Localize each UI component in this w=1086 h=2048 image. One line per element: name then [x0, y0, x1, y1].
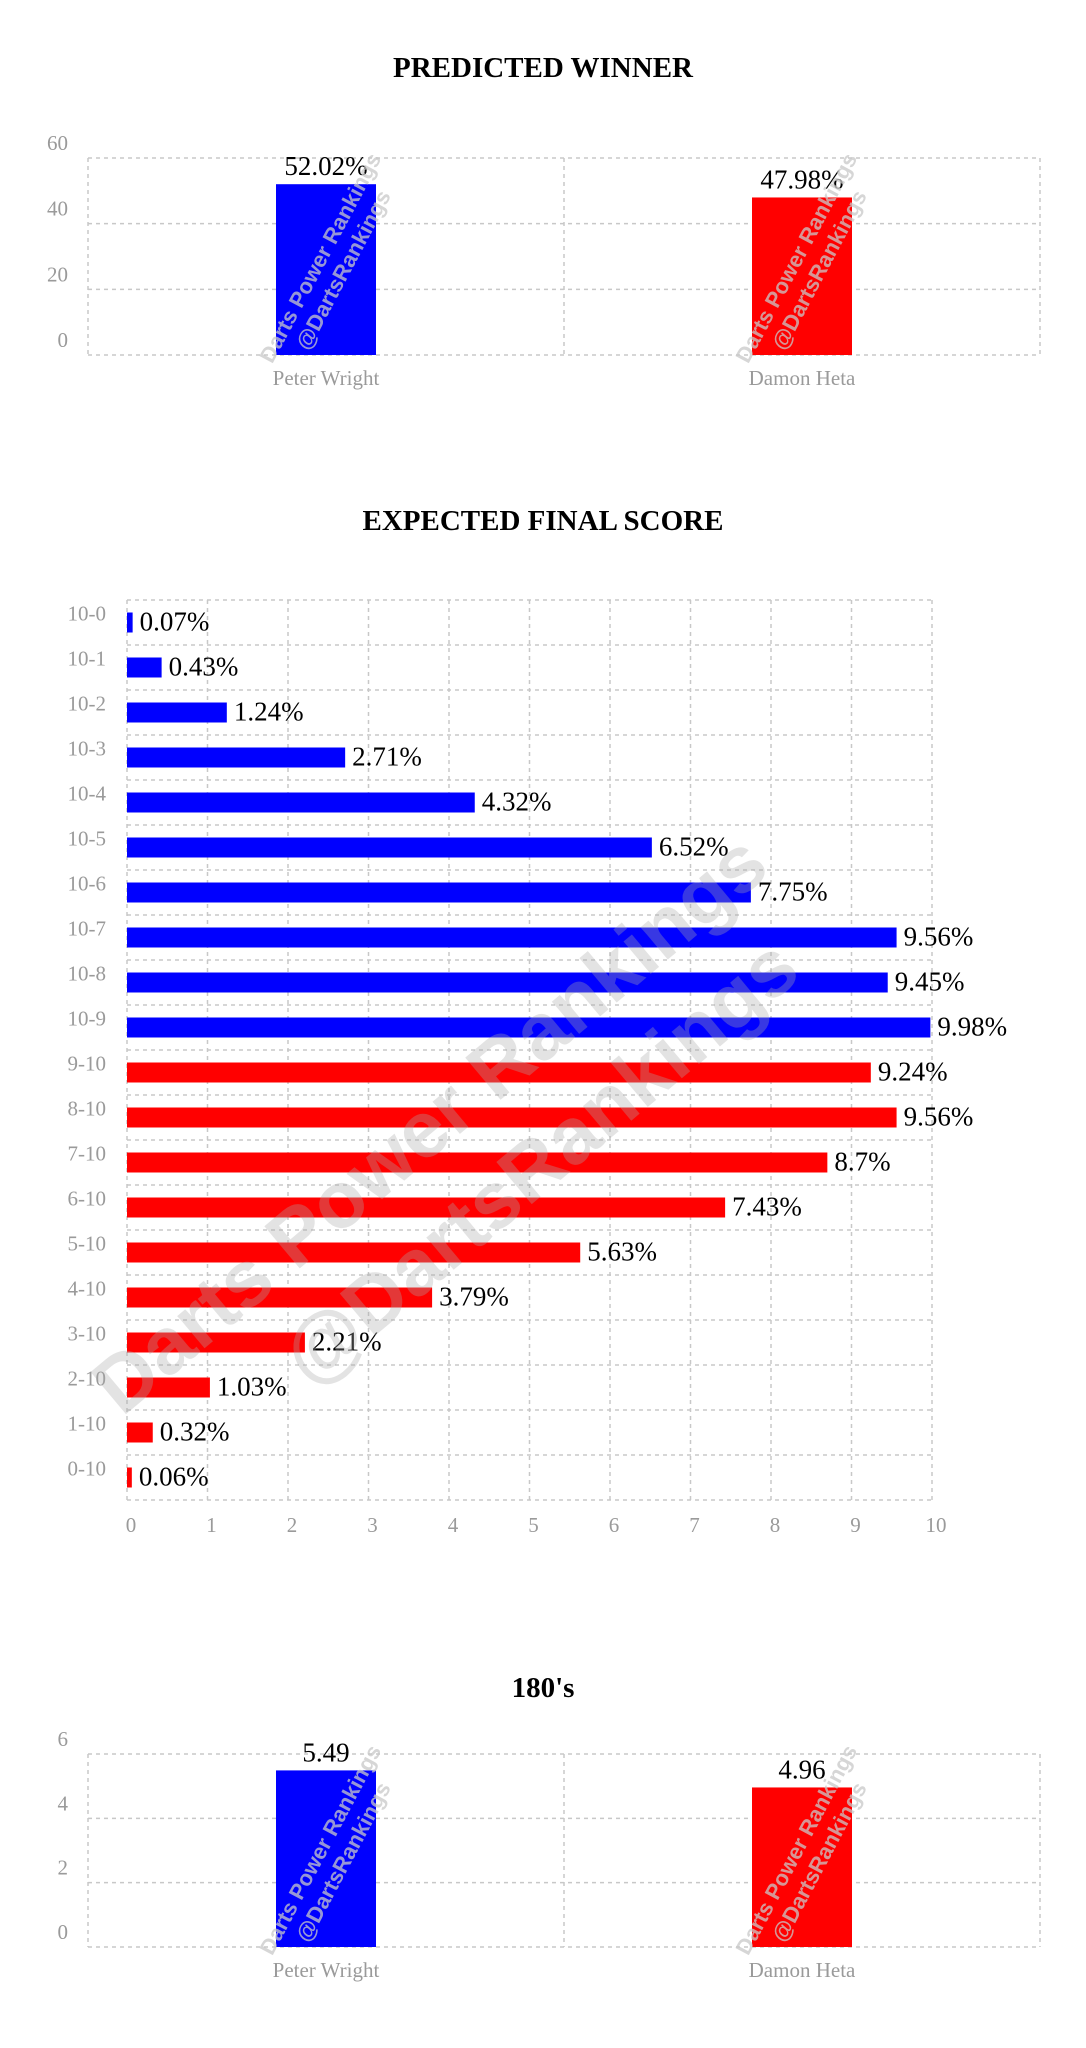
- data-label-3-10: 2.21%: [312, 1327, 382, 1357]
- x-tick-label-3: 3: [367, 1513, 378, 1537]
- x-tick-label-0: 0: [126, 1513, 137, 1537]
- bar-8-10: [127, 1107, 897, 1128]
- data-label-10-5: 6.52%: [659, 832, 729, 862]
- category-label-5-10: 5-10: [68, 1232, 107, 1256]
- category-label-10-3: 10-3: [68, 737, 107, 761]
- bar-10-3: [127, 747, 346, 768]
- category-label-10-7: 10-7: [68, 917, 107, 941]
- y-tick-label-20: 20: [47, 262, 68, 286]
- data-label-10-7: 9.56%: [904, 922, 974, 952]
- data-label-10-3: 2.71%: [352, 742, 422, 772]
- category-label-10-0: 10-0: [68, 602, 107, 626]
- data-label-2-10: 1.03%: [217, 1372, 287, 1402]
- category-label-10-2: 10-2: [68, 692, 107, 716]
- data-label-0-10: 0.06%: [139, 1462, 209, 1492]
- bar-7-10: [127, 1152, 828, 1173]
- category-label-10-6: 10-6: [68, 872, 107, 896]
- data-label-10-4: 4.32%: [482, 787, 552, 817]
- bar-10-1: [127, 657, 162, 678]
- category-label-damon-heta: Damon Heta: [749, 1958, 856, 1982]
- category-label-1-10: 1-10: [68, 1412, 107, 1436]
- data-label-peter-wright: 5.49: [302, 1737, 349, 1767]
- category-label-6-10: 6-10: [68, 1187, 107, 1211]
- bar-10-4: [127, 792, 475, 813]
- data-label-10-6: 7.75%: [758, 877, 828, 907]
- data-label-4-10: 3.79%: [439, 1282, 509, 1312]
- category-label-10-4: 10-4: [68, 782, 107, 806]
- category-label-7-10: 7-10: [68, 1142, 107, 1166]
- data-label-10-1: 0.43%: [169, 652, 239, 682]
- bar-damon-heta: [752, 197, 852, 355]
- bar-10-6: [127, 882, 751, 903]
- bar-10-7: [127, 927, 897, 948]
- y-tick-label-40: 40: [47, 197, 68, 221]
- bar-6-10: [127, 1197, 726, 1218]
- data-label-peter-wright: 52.02%: [284, 151, 367, 181]
- category-label-8-10: 8-10: [68, 1097, 107, 1121]
- bar-10-2: [127, 702, 227, 723]
- bar-10-9: [127, 1017, 931, 1038]
- y-tick-label-4: 4: [58, 1791, 69, 1815]
- data-label-10-9: 9.98%: [937, 1012, 1007, 1042]
- expected-final-score-title: EXPECTED FINAL SCORE: [362, 505, 724, 537]
- x-tick-label-10: 10: [926, 1513, 947, 1537]
- category-label-0-10: 0-10: [68, 1457, 107, 1481]
- y-tick-label-6: 6: [58, 1727, 69, 1751]
- category-label-peter-wright: Peter Wright: [273, 366, 380, 390]
- category-label-10-1: 10-1: [68, 647, 107, 671]
- category-label-10-9: 10-9: [68, 1007, 107, 1031]
- bar-1-10: [127, 1422, 153, 1443]
- category-label-2-10: 2-10: [68, 1367, 107, 1391]
- bar-2-10: [127, 1377, 210, 1398]
- category-label-10-5: 10-5: [68, 827, 107, 851]
- x-tick-label-5: 5: [528, 1513, 539, 1537]
- bar-damon-heta: [752, 1787, 852, 1947]
- category-label-peter-wright: Peter Wright: [273, 1958, 380, 1982]
- category-label-damon-heta: Damon Heta: [749, 366, 856, 390]
- data-label-6-10: 7.43%: [732, 1192, 802, 1222]
- data-label-damon-heta: 4.96: [778, 1754, 825, 1784]
- one-eighties-title: 180's: [511, 1672, 575, 1704]
- bar-10-5: [127, 837, 652, 858]
- x-tick-label-7: 7: [689, 1513, 700, 1537]
- x-tick-label-9: 9: [850, 1513, 861, 1537]
- bar-5-10: [127, 1242, 581, 1263]
- y-tick-label-0: 0: [58, 1920, 69, 1944]
- x-tick-label-6: 6: [609, 1513, 620, 1537]
- bar-9-10: [127, 1062, 871, 1083]
- y-tick-label-0: 0: [58, 328, 69, 352]
- category-label-10-8: 10-8: [68, 962, 107, 986]
- y-tick-label-60: 60: [47, 131, 68, 155]
- data-label-7-10: 8.7%: [834, 1147, 890, 1177]
- expected-final-score-chart: 0 1 2 3 4 5 6 7 8 9 10 10-0 0.07% 10-1 0.43% 10-2 1.24% 1…: [68, 599, 1007, 1537]
- data-label-10-0: 0.07%: [140, 607, 210, 637]
- bar-10-0: [127, 612, 133, 633]
- bar-peter-wright: [276, 1770, 376, 1947]
- category-label-9-10: 9-10: [68, 1052, 107, 1076]
- y-tick-label-2: 2: [58, 1856, 69, 1880]
- bar-10-8: [127, 972, 888, 993]
- x-tick-label-8: 8: [770, 1513, 781, 1537]
- data-label-9-10: 9.24%: [878, 1057, 948, 1087]
- bar-peter-wright: [276, 184, 376, 355]
- x-tick-label-1: 1: [206, 1513, 217, 1537]
- data-label-8-10: 9.56%: [904, 1102, 974, 1132]
- bar-4-10: [127, 1287, 433, 1308]
- predicted-winner-title: PREDICTED WINNER: [393, 52, 693, 84]
- data-label-1-10: 0.32%: [160, 1417, 230, 1447]
- data-label-damon-heta: 47.98%: [760, 164, 843, 194]
- category-label-4-10: 4-10: [68, 1277, 107, 1301]
- data-label-10-2: 1.24%: [234, 697, 304, 727]
- data-label-5-10: 5.63%: [587, 1237, 657, 1267]
- x-tick-label-2: 2: [287, 1513, 298, 1537]
- bar-0-10: [127, 1467, 132, 1488]
- bar-3-10: [127, 1332, 305, 1353]
- category-label-3-10: 3-10: [68, 1322, 107, 1346]
- x-tick-label-4: 4: [448, 1513, 459, 1537]
- data-label-10-8: 9.45%: [895, 967, 965, 997]
